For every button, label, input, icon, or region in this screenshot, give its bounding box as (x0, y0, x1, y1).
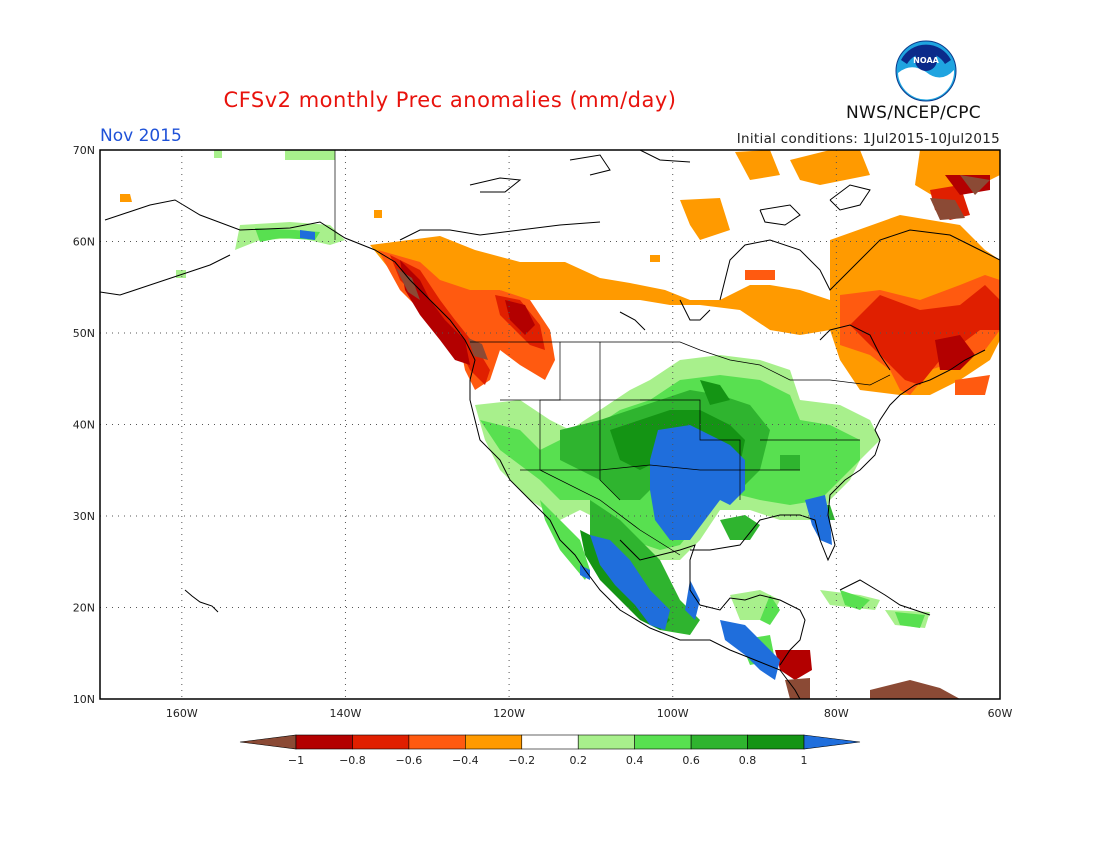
noaa-logo: NOAA (895, 40, 957, 102)
colorbar-segment (803, 734, 861, 750)
agency-label: NWS/NCEP/CPC (846, 103, 981, 123)
lon-tick-label: 60W (988, 707, 1013, 720)
map-frame (99, 149, 1001, 700)
colorbar-segment (577, 734, 635, 750)
lon-tick-label: 120W (493, 707, 525, 720)
colorbar-segment (352, 734, 410, 750)
colorbar-segment (408, 734, 466, 750)
colorbar-tick-label: 0.4 (626, 754, 644, 767)
noaa-logo-text: NOAA (913, 56, 939, 65)
colorbar-tick-label: 0.8 (739, 754, 757, 767)
lat-tick-label: 50N (73, 327, 95, 340)
lon-tick-label: 100W (657, 707, 689, 720)
longitude-labels: 160W 140W 120W 100W 80W 60W (166, 707, 1013, 720)
latitude-labels: 70N 60N 50N 40N 30N 20N 10N (73, 144, 95, 706)
lon-tick-label: 80W (824, 707, 849, 720)
colorbar-segment (690, 734, 748, 750)
initial-conditions: Initial conditions: 1Jul2015-10Jul2015 (736, 131, 1000, 147)
colorbar-tick-label: 1 (801, 754, 808, 767)
colorbar-legend: −1 −0.8 −0.6 −0.4 −0.2 0.2 0.4 0.6 0.8 1 (239, 734, 861, 767)
colorbar-segment (747, 734, 805, 750)
colorbar-tick-label: −0.8 (339, 754, 366, 767)
lon-tick-label: 140W (330, 707, 362, 720)
colorbar-tick-label: 0.6 (682, 754, 700, 767)
colorbar-tick-label: 0.2 (569, 754, 587, 767)
colorbar-segment (295, 734, 353, 750)
forecast-month: Nov 2015 (100, 126, 182, 146)
lat-tick-label: 40N (73, 419, 95, 432)
colorbar-tick-label: −0.6 (396, 754, 423, 767)
lat-tick-label: 70N (73, 144, 95, 157)
colorbar-segment (634, 734, 692, 750)
colorbar-segment (239, 734, 297, 750)
graticule (100, 150, 1000, 699)
colorbar-tick-label: −1 (288, 754, 304, 767)
lat-tick-label: 30N (73, 510, 95, 523)
map-title: CFSv2 monthly Prec anomalies (mm/day) (223, 88, 677, 112)
lat-tick-label: 10N (73, 693, 95, 706)
lat-tick-label: 60N (73, 236, 95, 249)
colorbar-segment (521, 734, 579, 750)
lat-tick-label: 20N (73, 602, 95, 615)
colorbar-tick-label: −0.4 (452, 754, 479, 767)
colorbar-segment (465, 734, 523, 750)
lon-tick-label: 160W (166, 707, 198, 720)
anomaly-shading (120, 150, 1000, 699)
colorbar-tick-label: −0.2 (508, 754, 535, 767)
